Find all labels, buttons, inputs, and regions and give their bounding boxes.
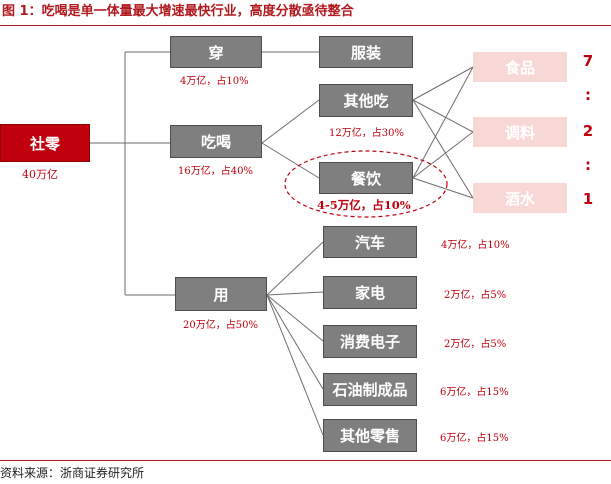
wear-note: 4万亿，占10%	[180, 76, 249, 87]
car-note: 4万亿，占10%	[441, 240, 510, 251]
ratio-separator-2: :	[585, 156, 591, 174]
appliance-box: 家电	[323, 276, 417, 309]
other-retail-box: 其他零售	[323, 419, 417, 452]
ratio-food: 7	[582, 52, 594, 70]
other-retail-note: 6万亿，占15%	[440, 433, 509, 444]
title-rule	[0, 25, 611, 26]
use-note: 20万亿，占50%	[183, 320, 258, 331]
wear-box: 穿	[170, 36, 262, 68]
electronics-label: 消费电子	[339, 333, 400, 351]
food-label: 食品	[504, 58, 535, 77]
clothing-label: 服装	[350, 43, 381, 62]
catering-highlight-ellipse	[284, 150, 448, 218]
use-box: 用	[175, 277, 267, 311]
other-eat-label: 其他吃	[343, 92, 389, 110]
car-box: 汽车	[323, 226, 417, 258]
seasoning-label: 调料	[504, 123, 535, 142]
catering-label: 餐饮	[350, 169, 381, 188]
root-note: 40万亿	[22, 168, 58, 181]
clothing-box: 服装	[319, 36, 413, 68]
electronics-note: 2万亿，占5%	[444, 339, 507, 350]
liquor-box: 酒水	[473, 183, 567, 213]
use-label: 用	[213, 285, 229, 304]
eat-label: 吃喝	[200, 133, 231, 151]
eat-box: 吃喝	[170, 125, 262, 158]
ratio-separator-1: :	[585, 86, 591, 104]
catering-note: 4-5万亿，占10%	[317, 198, 411, 212]
seasoning-box: 调料	[473, 117, 567, 147]
other-eat-note: 12万亿，占30%	[329, 128, 404, 139]
footer-rule	[0, 460, 611, 461]
appliance-note: 2万亿，占5%	[444, 290, 507, 301]
car-label: 汽车	[354, 233, 385, 252]
oil-note: 6万亿，占15%	[440, 387, 509, 398]
eat-note: 16万亿，占40%	[178, 166, 253, 177]
wear-label: 穿	[208, 43, 224, 62]
ratio-seasoning: 2	[582, 122, 594, 140]
other-retail-label: 其他零售	[339, 427, 400, 445]
appliance-label: 家电	[354, 284, 385, 302]
ratio-liquor: 1	[582, 190, 594, 208]
oil-box: 石油制成品	[323, 373, 417, 406]
catering-box: 餐饮	[319, 162, 413, 194]
electronics-box: 消费电子	[323, 325, 417, 358]
root-box: 社零	[0, 124, 90, 162]
figure-title: 图 1：吃喝是单一体量最大增速最快行业，高度分散亟待整合	[2, 4, 354, 19]
liquor-label: 酒水	[504, 189, 535, 208]
root-label: 社零	[29, 134, 60, 153]
food-box: 食品	[473, 52, 567, 82]
other-eat-box: 其他吃	[319, 84, 413, 117]
oil-label: 石油制成品	[332, 381, 408, 399]
source-note: 资料来源：浙商证券研究所	[0, 466, 145, 480]
